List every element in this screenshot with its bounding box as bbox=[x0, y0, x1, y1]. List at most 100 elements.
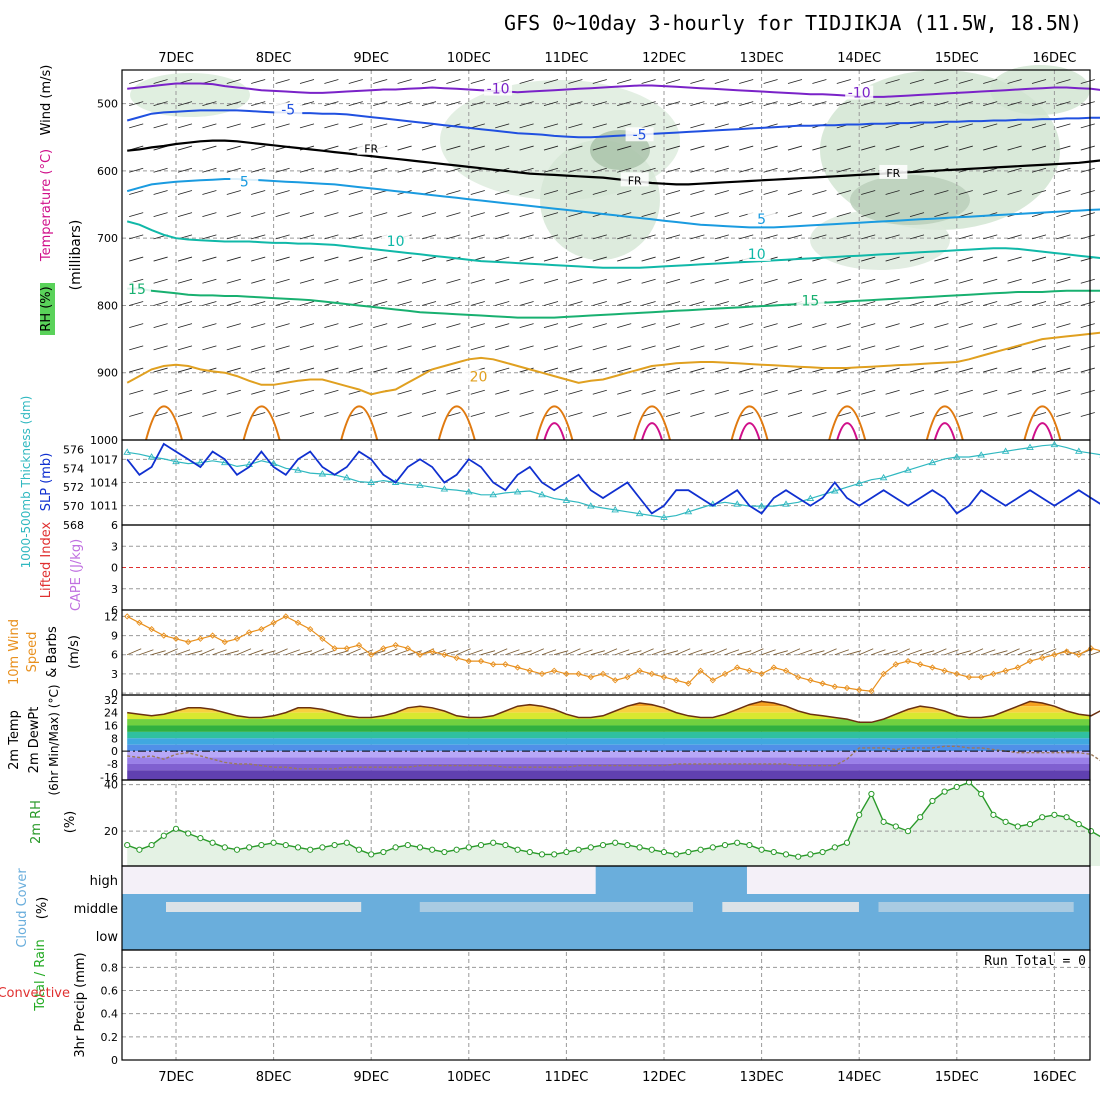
wind10-barb bbox=[236, 648, 252, 656]
wind-barb bbox=[934, 323, 949, 329]
wind-barb bbox=[495, 367, 510, 373]
wind-barb bbox=[665, 234, 681, 240]
contour-label-bg bbox=[357, 140, 386, 155]
wind10-barb bbox=[724, 649, 740, 656]
wind-barb bbox=[421, 167, 437, 173]
wind-barb bbox=[348, 123, 363, 129]
wind10-marker bbox=[843, 684, 851, 692]
wind-barb bbox=[177, 367, 193, 373]
wind-barb bbox=[1007, 79, 1022, 84]
wind-barb bbox=[592, 345, 607, 351]
wind-barb bbox=[348, 345, 363, 351]
wind10-marker bbox=[856, 686, 863, 694]
wind10-marker bbox=[746, 667, 753, 674]
wind-barb bbox=[665, 212, 681, 218]
wind-barb bbox=[787, 212, 803, 218]
wind10-barb bbox=[700, 650, 715, 656]
rh2m-marker bbox=[404, 841, 411, 849]
wind-barb bbox=[299, 323, 315, 329]
wind-barb bbox=[153, 278, 168, 284]
wind-barb bbox=[909, 389, 925, 395]
temp-contour-25 bbox=[730, 405, 769, 441]
contour-label-bg bbox=[742, 247, 771, 262]
rh-axis-title: RH (%) bbox=[39, 286, 54, 331]
rh2m-marker bbox=[660, 848, 668, 856]
wind-barb bbox=[617, 101, 632, 107]
wind-barb bbox=[373, 412, 388, 417]
wind-barb bbox=[1080, 389, 1095, 395]
contour-label-bg bbox=[274, 102, 303, 117]
thickness-marker bbox=[831, 487, 839, 494]
wind-barb bbox=[934, 412, 949, 417]
wind-barb bbox=[1007, 389, 1022, 395]
contour-label-bg bbox=[381, 234, 410, 249]
wind-barb bbox=[617, 234, 632, 240]
wind-barb bbox=[324, 367, 339, 373]
wind-barb bbox=[836, 167, 851, 173]
wind-barb bbox=[421, 256, 437, 262]
thickness-marker bbox=[879, 473, 888, 481]
wind-barb bbox=[909, 79, 925, 84]
wind-barb bbox=[251, 190, 266, 195]
wind-barb bbox=[934, 278, 949, 284]
pressure-tick-label: 1000 bbox=[90, 434, 118, 447]
wind-barb bbox=[641, 412, 656, 417]
wind10-barb bbox=[798, 649, 813, 656]
wind-barb bbox=[885, 301, 900, 306]
wind-barb bbox=[1031, 145, 1047, 151]
wind-barb bbox=[836, 412, 851, 417]
rh2m-marker bbox=[770, 848, 777, 856]
wind10-barb bbox=[663, 650, 679, 656]
wind-barb bbox=[641, 256, 656, 262]
wind-barb bbox=[836, 256, 851, 262]
precip-tick-label: 0 bbox=[111, 1054, 118, 1067]
wind-barb bbox=[714, 367, 729, 373]
wind10-barb bbox=[468, 649, 483, 656]
thickness-marker bbox=[806, 494, 815, 502]
wind-barb bbox=[226, 101, 241, 107]
wind-barb bbox=[324, 190, 339, 195]
wind-barb bbox=[470, 79, 485, 84]
wind10-barb bbox=[651, 649, 666, 656]
wind10-barb bbox=[932, 648, 947, 656]
wind-barb bbox=[421, 234, 437, 240]
wind-barb bbox=[617, 190, 632, 195]
wind-barb bbox=[226, 167, 241, 173]
wind-barb bbox=[348, 278, 363, 284]
contour-label: FR bbox=[364, 143, 378, 156]
rh2m-marker bbox=[941, 788, 948, 795]
wind-barb bbox=[226, 123, 241, 129]
temp-contour-30 bbox=[641, 422, 663, 441]
wind-barb bbox=[275, 256, 290, 262]
wind-barb bbox=[446, 389, 461, 395]
wind-barb bbox=[787, 101, 803, 107]
wind10-barb bbox=[785, 648, 801, 656]
wind-barb bbox=[1080, 212, 1095, 218]
wind10-marker bbox=[807, 677, 814, 684]
pressure-tick-label: 800 bbox=[97, 299, 118, 312]
rh2m-marker bbox=[612, 839, 619, 846]
wind10-marker bbox=[136, 619, 143, 626]
wind-barb bbox=[958, 389, 973, 395]
rh2m-marker bbox=[233, 846, 241, 853]
wind-barb bbox=[324, 323, 339, 329]
wind-barb bbox=[787, 412, 803, 417]
wind-barb bbox=[397, 345, 412, 351]
wind-barb bbox=[251, 278, 266, 284]
wind-barb bbox=[958, 212, 973, 218]
rh2m-marker bbox=[721, 841, 729, 849]
rh2m-marker bbox=[990, 811, 997, 818]
wind-barb bbox=[812, 212, 827, 218]
wind-barb bbox=[275, 301, 290, 306]
wind-barb bbox=[739, 345, 754, 351]
wind-barb bbox=[885, 123, 900, 129]
wind-barb bbox=[665, 345, 681, 351]
wind-barb bbox=[739, 145, 754, 151]
temp-contour-30 bbox=[933, 422, 956, 441]
rh2m-marker bbox=[246, 844, 253, 851]
wind-barb bbox=[519, 323, 534, 329]
contour-label: -10 bbox=[848, 86, 871, 102]
wind-barb bbox=[665, 367, 681, 373]
wind-barb bbox=[446, 212, 461, 218]
wind-barb bbox=[299, 301, 315, 306]
